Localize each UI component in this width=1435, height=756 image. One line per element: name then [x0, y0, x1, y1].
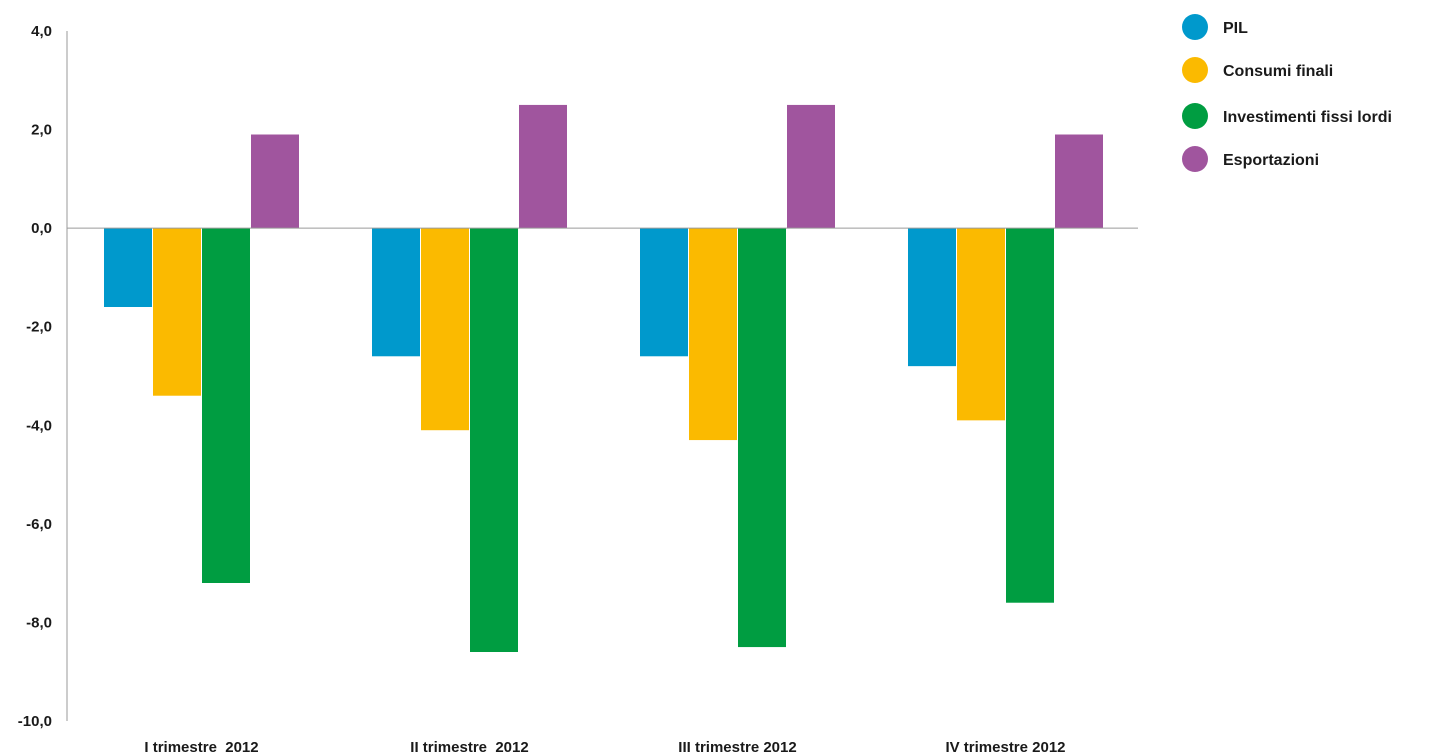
- y-tick-label: 0,0: [31, 220, 52, 237]
- legend-label: Consumi finali: [1223, 63, 1333, 80]
- y-tick-label: -4,0: [26, 417, 52, 434]
- bar-consumi-finali-2: [421, 228, 469, 431]
- bar-investimenti-fissi-lordi-3: [738, 228, 786, 648]
- y-axis-ticks: 4,0 2,0 0,0 -2,0 -4,0 -6,0 -8,0 -10,0: [18, 23, 52, 730]
- bar-esportazioni-1: [251, 134, 299, 229]
- bar-investimenti-fissi-lordi-2: [470, 228, 518, 652]
- legend-swatch-investimenti-fissi-lordi: [1182, 103, 1208, 129]
- x-category-label: IV trimestre 2012: [945, 739, 1065, 756]
- legend-label: Investimenti fissi lordi: [1223, 109, 1392, 126]
- legend-swatch-pil: [1182, 14, 1208, 40]
- y-tick-label: -2,0: [26, 319, 52, 336]
- bar-consumi-finali-1: [153, 228, 201, 396]
- y-tick-label: -8,0: [26, 614, 52, 631]
- bar-esportazioni-4: [1055, 134, 1103, 229]
- bars-layer: [104, 104, 1103, 652]
- bar-pil-3: [640, 228, 688, 357]
- legend-label: PIL: [1223, 20, 1248, 37]
- bar-pil-4: [908, 228, 956, 367]
- bar-investimenti-fissi-lordi-4: [1006, 228, 1054, 603]
- legend-swatch-consumi-finali: [1182, 57, 1208, 83]
- legend-swatch-esportazioni: [1182, 146, 1208, 172]
- y-tick-label: 2,0: [31, 122, 52, 139]
- y-tick-label: -6,0: [26, 516, 52, 533]
- x-category-label: II trimestre 2012: [410, 739, 528, 756]
- bar-consumi-finali-4: [957, 228, 1005, 421]
- bar-pil-1: [104, 228, 152, 307]
- x-axis-labels: I trimestre 2012 II trimestre 2012 III tri…: [144, 739, 1065, 756]
- bar-investimenti-fissi-lordi-1: [202, 228, 250, 583]
- bar-pil-2: [372, 228, 420, 357]
- legend: PIL Consumi finali Investimenti fissi lord…: [1182, 14, 1392, 172]
- y-tick-label: -10,0: [18, 713, 52, 730]
- bar-esportazioni-3: [787, 104, 835, 229]
- legend-label: Esportazioni: [1223, 152, 1319, 169]
- x-category-label: III trimestre 2012: [678, 739, 796, 756]
- bar-consumi-finali-3: [689, 228, 737, 441]
- y-tick-label: 4,0: [31, 23, 52, 40]
- bar-esportazioni-2: [519, 104, 567, 229]
- x-category-label: I trimestre 2012: [144, 739, 258, 756]
